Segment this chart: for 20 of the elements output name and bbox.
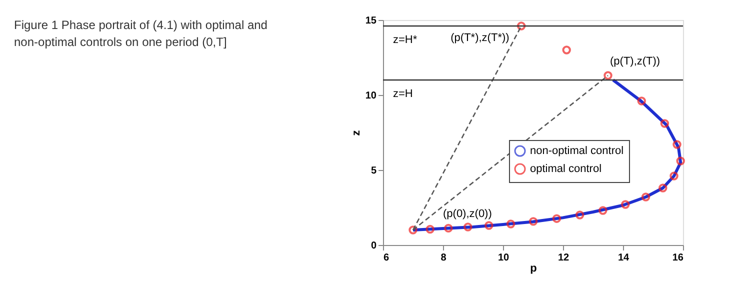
y-tick-label: 5 <box>370 166 377 176</box>
ref-line-label: z=H* <box>393 34 418 46</box>
text: Figure 1 Phase portrait of (4.1) with optimal and non-optimal controls on one period (0,T] <box>14 18 268 49</box>
y-tick-label: 10 <box>365 90 377 102</box>
y-axis-title: z <box>350 130 362 136</box>
annotation: (p(0),z(0)) <box>443 208 492 220</box>
x-axis-title: p <box>530 262 538 274</box>
annotation: (p(T),z(T)) <box>610 56 660 68</box>
x-tick-label: 12 <box>558 252 570 264</box>
x-tick-label: 6 <box>384 252 390 264</box>
legend-label: non-optimal control <box>530 145 624 157</box>
x-tick-label: 10 <box>498 252 510 264</box>
ref-line-label: z=H <box>393 88 413 100</box>
x-tick-label: 16 <box>672 252 684 264</box>
annotation: (p(T*),z(T*)) <box>450 32 510 44</box>
y-tick-label: 15 <box>365 16 377 26</box>
x-tick-label: 14 <box>618 252 630 264</box>
legend-label: optimal control <box>530 163 602 175</box>
x-tick-label: 8 <box>440 252 447 264</box>
y-tick-label: 0 <box>370 240 377 252</box>
